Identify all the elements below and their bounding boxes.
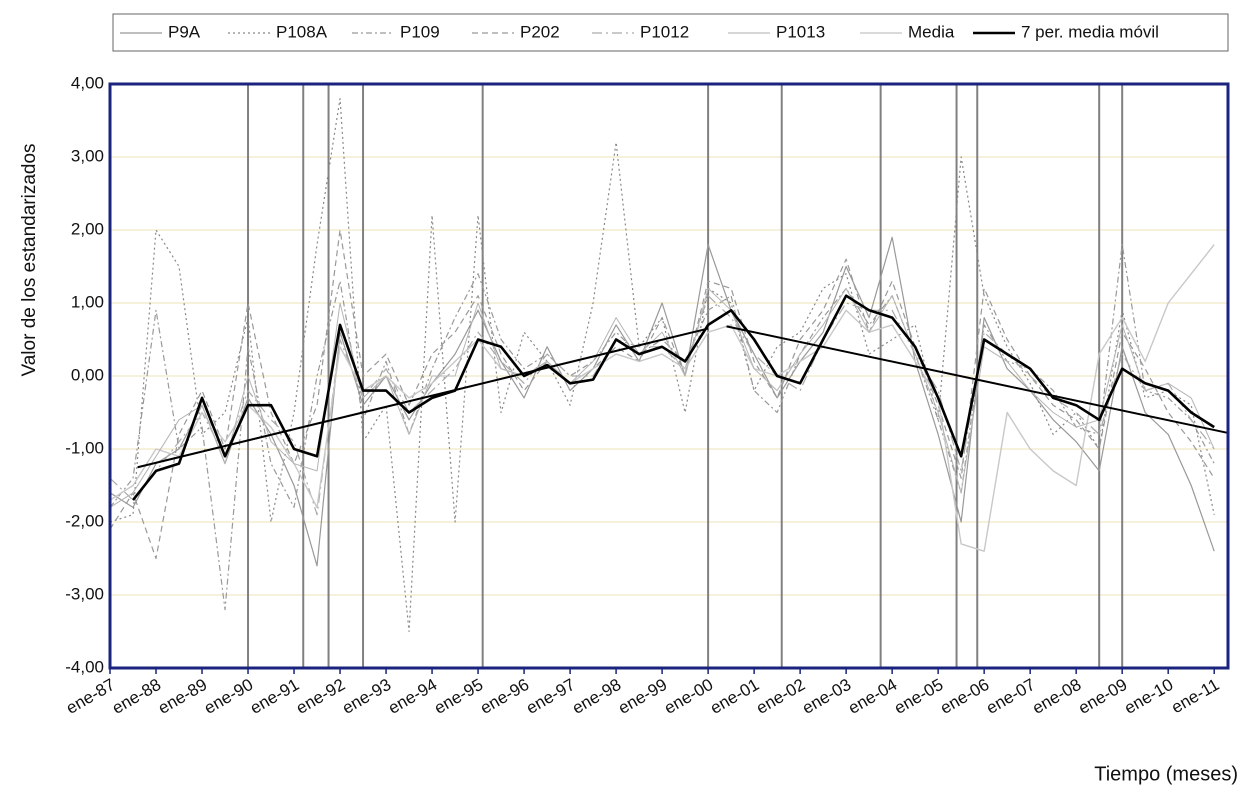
x-tick-label: ene-09 [1075,675,1130,718]
series-line [109,295,1215,516]
trend-line [726,325,1229,434]
x-tick-label: ene-11 [1168,675,1222,717]
y-tick-label: -1,00 [65,438,104,457]
y-tick-label: -4,00 [65,657,104,676]
x-axis-label: Tiempo (meses) [1094,763,1238,785]
series-line [131,294,1215,501]
x-tick-label: ene-10 [1121,675,1176,718]
y-tick-label: 1,00 [71,292,104,311]
legend-label: P9A [168,22,201,41]
legend-label: 7 per. media móvil [1021,22,1159,41]
y-tick-label: 3,00 [71,146,104,165]
legend-label: Media [908,22,955,41]
y-tick-label: -2,00 [65,511,104,530]
series-line [109,236,1215,567]
x-tick-label: ene-93 [339,675,394,718]
x-tick-label: ene-94 [385,675,440,718]
x-tick-label: ene-02 [753,675,808,718]
x-tick-label: ene-97 [523,675,578,718]
x-tick-label: ene-95 [431,675,486,718]
y-tick-label: 2,00 [71,219,104,238]
y-axis-label: Valor de los estandarizados [19,143,40,376]
plot-border [108,82,1230,670]
legend-label: P108A [276,22,328,41]
series-line [109,287,1215,508]
x-tick-label: ene-87 [63,675,118,718]
legend-label: P202 [520,22,560,41]
x-tick-label: ene-92 [293,675,348,718]
x-tick-label: ene-90 [201,675,256,718]
x-tick-label: ene-98 [569,675,624,718]
x-tick-label: ene-96 [477,675,532,718]
x-tick-label: ene-00 [661,675,716,718]
x-tick-label: ene-04 [845,675,900,718]
x-tick-label: ene-08 [1029,675,1084,718]
y-tick-label: 0,00 [71,365,104,384]
x-tick-label: ene-89 [155,675,210,718]
x-tick-label: ene-01 [707,675,762,718]
legend-label: P109 [400,22,440,41]
x-tick-label: ene-05 [891,675,946,718]
trend-line [137,327,709,469]
series-line [109,98,1215,633]
legend-label: P1013 [776,22,825,41]
legend-label: P1012 [640,22,689,41]
x-tick-label: ene-88 [109,675,164,718]
y-tick-label: 4,00 [71,73,104,92]
x-tick-label: ene-99 [615,675,670,718]
x-tick-label: ene-07 [983,675,1038,718]
series-line [109,244,1215,552]
x-tick-label: ene-03 [799,675,854,718]
legend-box [112,13,1229,52]
x-tick-label: ene-91 [247,675,302,718]
series-line [109,244,1215,611]
y-tick-label: -3,00 [65,584,104,603]
x-tick-label: ene-06 [937,675,992,718]
